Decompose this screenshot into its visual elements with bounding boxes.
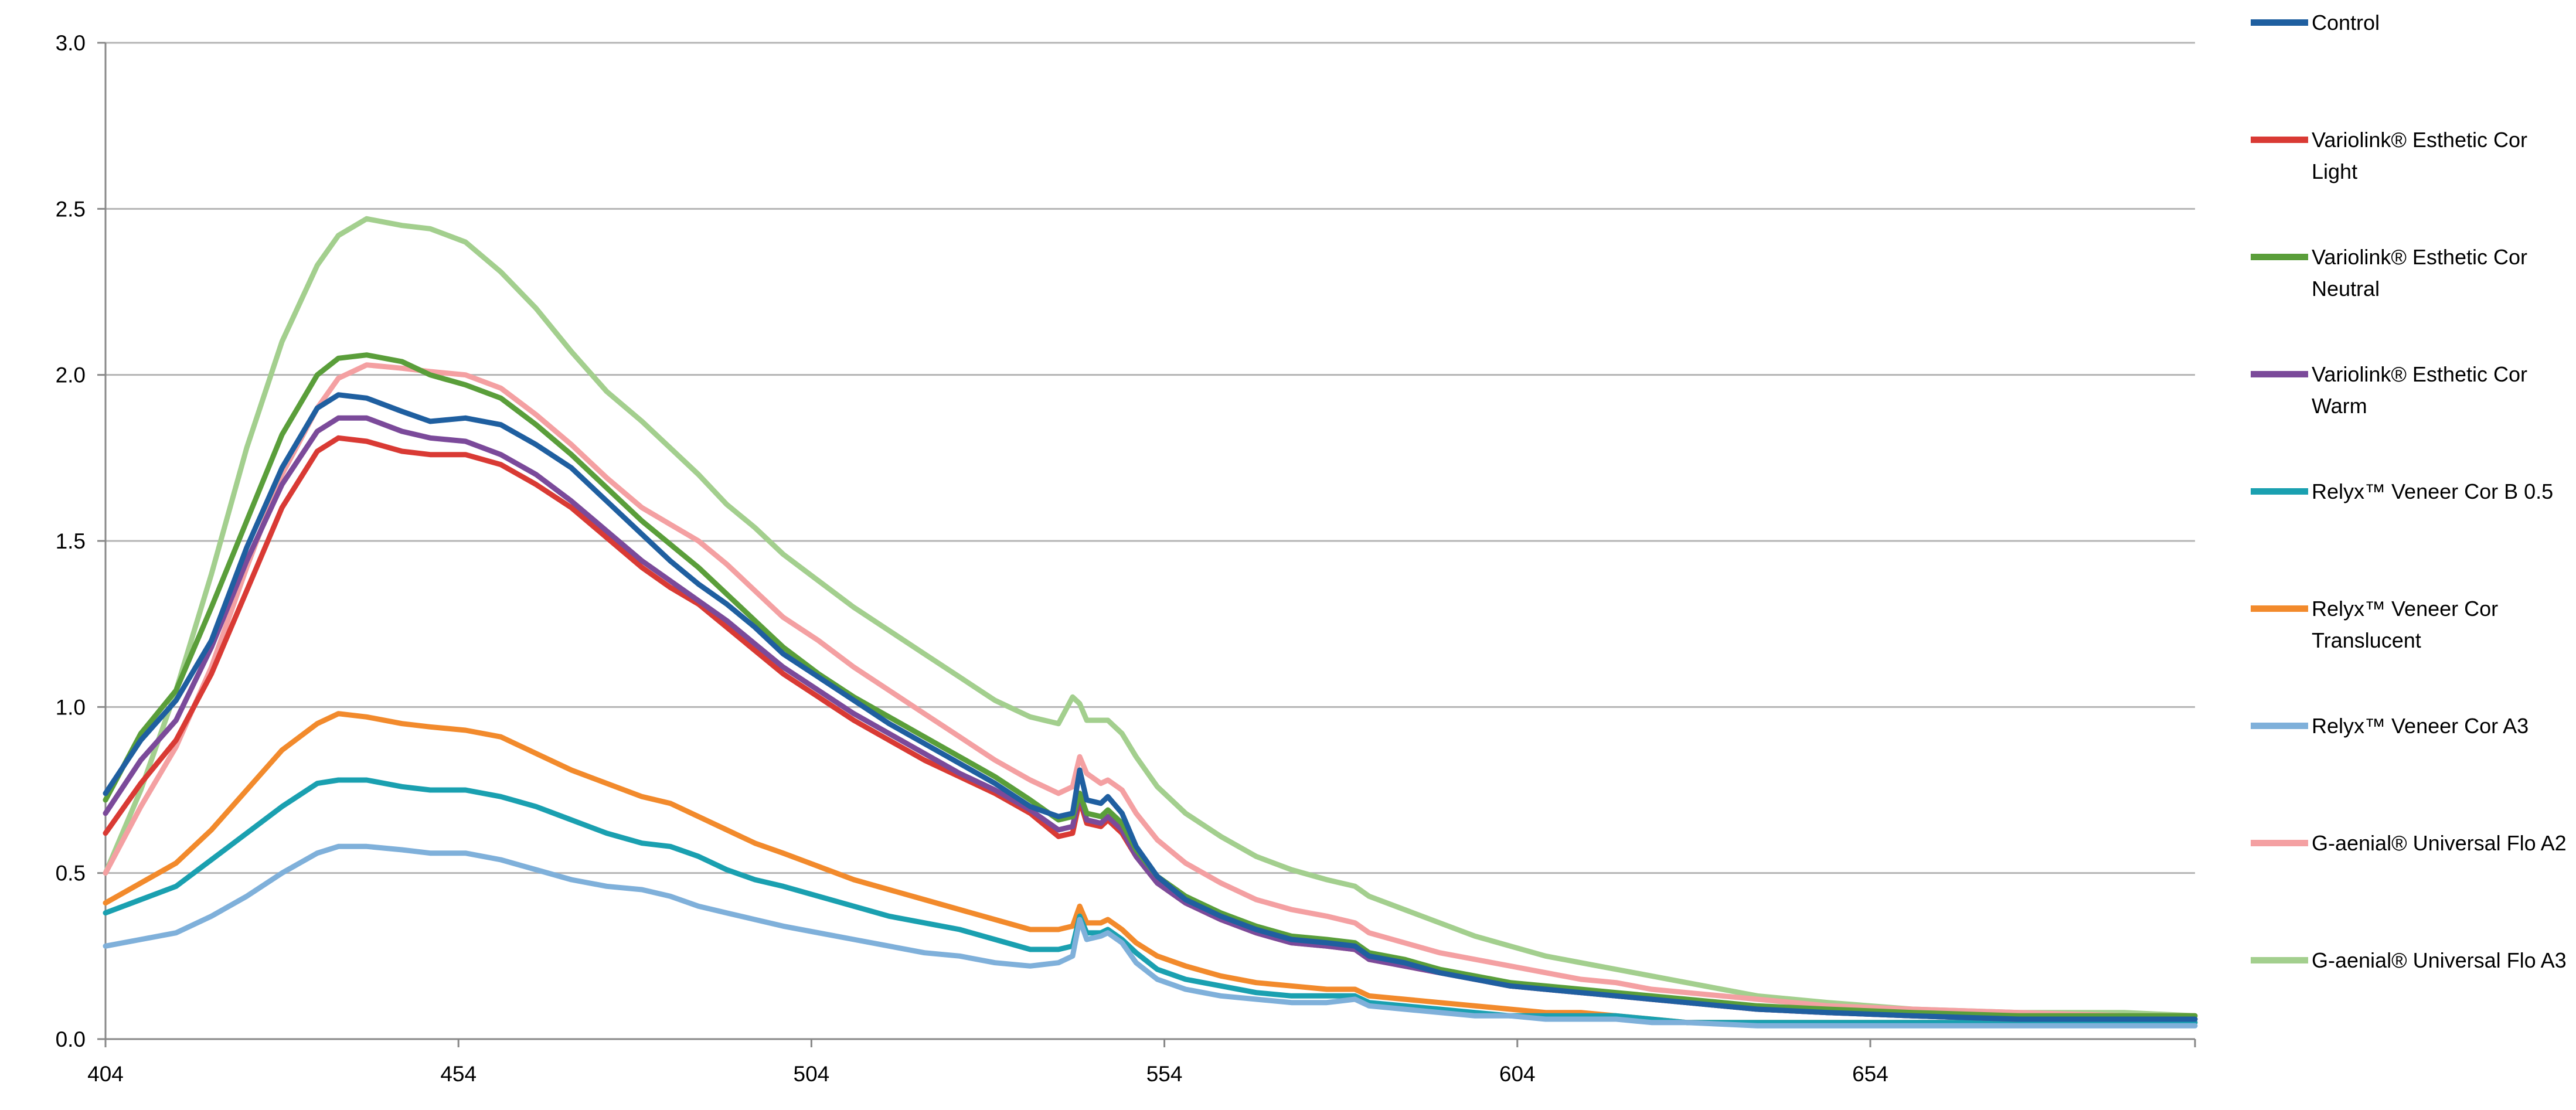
legend-swatch — [2251, 723, 2308, 729]
legend-label: Relyx™ Veneer Cor B 0.5 — [2312, 479, 2554, 503]
series-line — [103, 711, 2198, 1026]
legend-label: Variolink® Esthetic Cor Warm — [2312, 362, 2527, 418]
series-line — [103, 435, 2198, 1022]
x-tick-label: 554 — [1146, 1062, 1183, 1086]
legend: Control Variolink® Esthetic Cor Light Vari… — [2251, 0, 2576, 1110]
legend-swatch — [2251, 605, 2308, 612]
y-tick-label: 1.5 — [56, 529, 86, 553]
x-tick-labels: 404 454 504 554 604 654 — [87, 1062, 1888, 1086]
series-line — [103, 362, 2198, 1019]
x-tick-label: 604 — [1499, 1062, 1536, 1086]
legend-label: Relyx™ Veneer Cor Translucent — [2312, 597, 2499, 652]
x-tick-label: 454 — [440, 1062, 477, 1086]
legend-swatch — [2251, 957, 2308, 963]
series-lines — [103, 216, 2198, 1029]
x-tick-label: 504 — [794, 1062, 830, 1086]
legend-label: G-aenial® Universal Flo A2 — [2312, 831, 2567, 855]
legend-swatch — [2251, 840, 2308, 846]
legend-label: Relyx™ Veneer Cor A3 — [2312, 714, 2529, 738]
legend-swatch — [2251, 488, 2308, 495]
gridlines — [106, 42, 2195, 874]
series-line — [103, 843, 2198, 1029]
y-tick-label: 0.0 — [56, 1027, 86, 1051]
legend-label: Variolink® Esthetic Cor Light — [2312, 128, 2527, 183]
legend-swatch — [2251, 19, 2308, 26]
legend-swatch — [2251, 254, 2308, 260]
y-tick-label: 2.0 — [56, 363, 86, 387]
series-line — [103, 352, 2198, 1019]
legend-label: Variolink® Esthetic Cor Neutral — [2312, 245, 2527, 301]
legend-label: Control — [2312, 11, 2380, 35]
y-tick-label: 2.5 — [56, 197, 86, 221]
line-chart: 404 454 504 554 604 654 0.0 0.5 1.0 1.5 2.0 2.5 3.0 — [56, 31, 2198, 1086]
legend-label: G-aenial® Universal Flo A3 — [2312, 948, 2567, 972]
y-tick-label: 3.0 — [56, 31, 86, 55]
x-tick-label: 654 — [1852, 1062, 1888, 1086]
x-tick-label: 404 — [87, 1062, 124, 1086]
y-tick-label: 0.5 — [56, 862, 86, 886]
series-line — [103, 392, 2198, 1022]
series-line — [103, 777, 2198, 1026]
axes — [97, 42, 2196, 1047]
series-line — [103, 216, 2198, 1019]
legend-swatch — [2251, 371, 2308, 377]
series-line — [103, 415, 2198, 1022]
y-tick-label: 1.0 — [56, 695, 86, 719]
legend-swatch — [2251, 137, 2308, 143]
y-tick-labels: 0.0 0.5 1.0 1.5 2.0 2.5 3.0 — [56, 31, 86, 1051]
